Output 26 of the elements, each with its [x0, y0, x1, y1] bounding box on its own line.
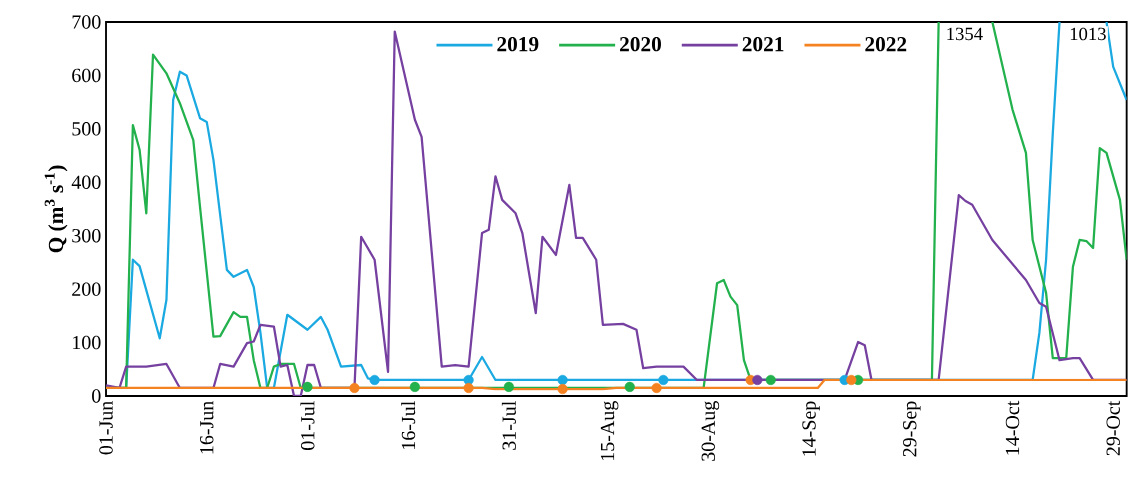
legend-label: 2021	[742, 36, 784, 52]
x-tick-label: 01-Jun	[99, 401, 113, 455]
legend-label: 2022	[865, 36, 907, 52]
x-tick-label: 31-Jul	[501, 401, 516, 450]
x-tick-label: 14-Oct	[1005, 400, 1020, 455]
y-tick-label: 600	[72, 68, 101, 83]
y-tick-label: 400	[71, 175, 101, 190]
y-tick-label: 300	[72, 228, 101, 243]
x-tick-label: 29-Oct	[1106, 400, 1120, 456]
x-tick-label: 15-Aug	[600, 401, 619, 461]
x-tick-label: 16-Jun	[200, 401, 214, 454]
y-axis-title: Q (m$^{3}$ s$^{-1}$)	[44, 165, 68, 253]
x-tick-label: 01-Jul	[300, 401, 315, 450]
x-tick-label: 16-Jul	[401, 401, 416, 449]
legend-label: 2019	[497, 36, 539, 52]
y-tick-label: 200	[72, 282, 101, 296]
y-tick-label: 0	[92, 389, 101, 403]
x-tick-label: 29-Sep	[903, 401, 921, 457]
annotation: 1354	[947, 27, 983, 41]
annotation: 1013	[1070, 27, 1106, 41]
y-tick-label: 100	[73, 335, 101, 350]
y-tick-label: 700	[72, 15, 101, 29]
legend-label: 2020	[620, 36, 661, 52]
y-tick-label: 500	[72, 122, 101, 136]
x-tick-label: 30-Aug	[701, 401, 720, 461]
x-tick-label: 14-Sep	[802, 401, 820, 456]
